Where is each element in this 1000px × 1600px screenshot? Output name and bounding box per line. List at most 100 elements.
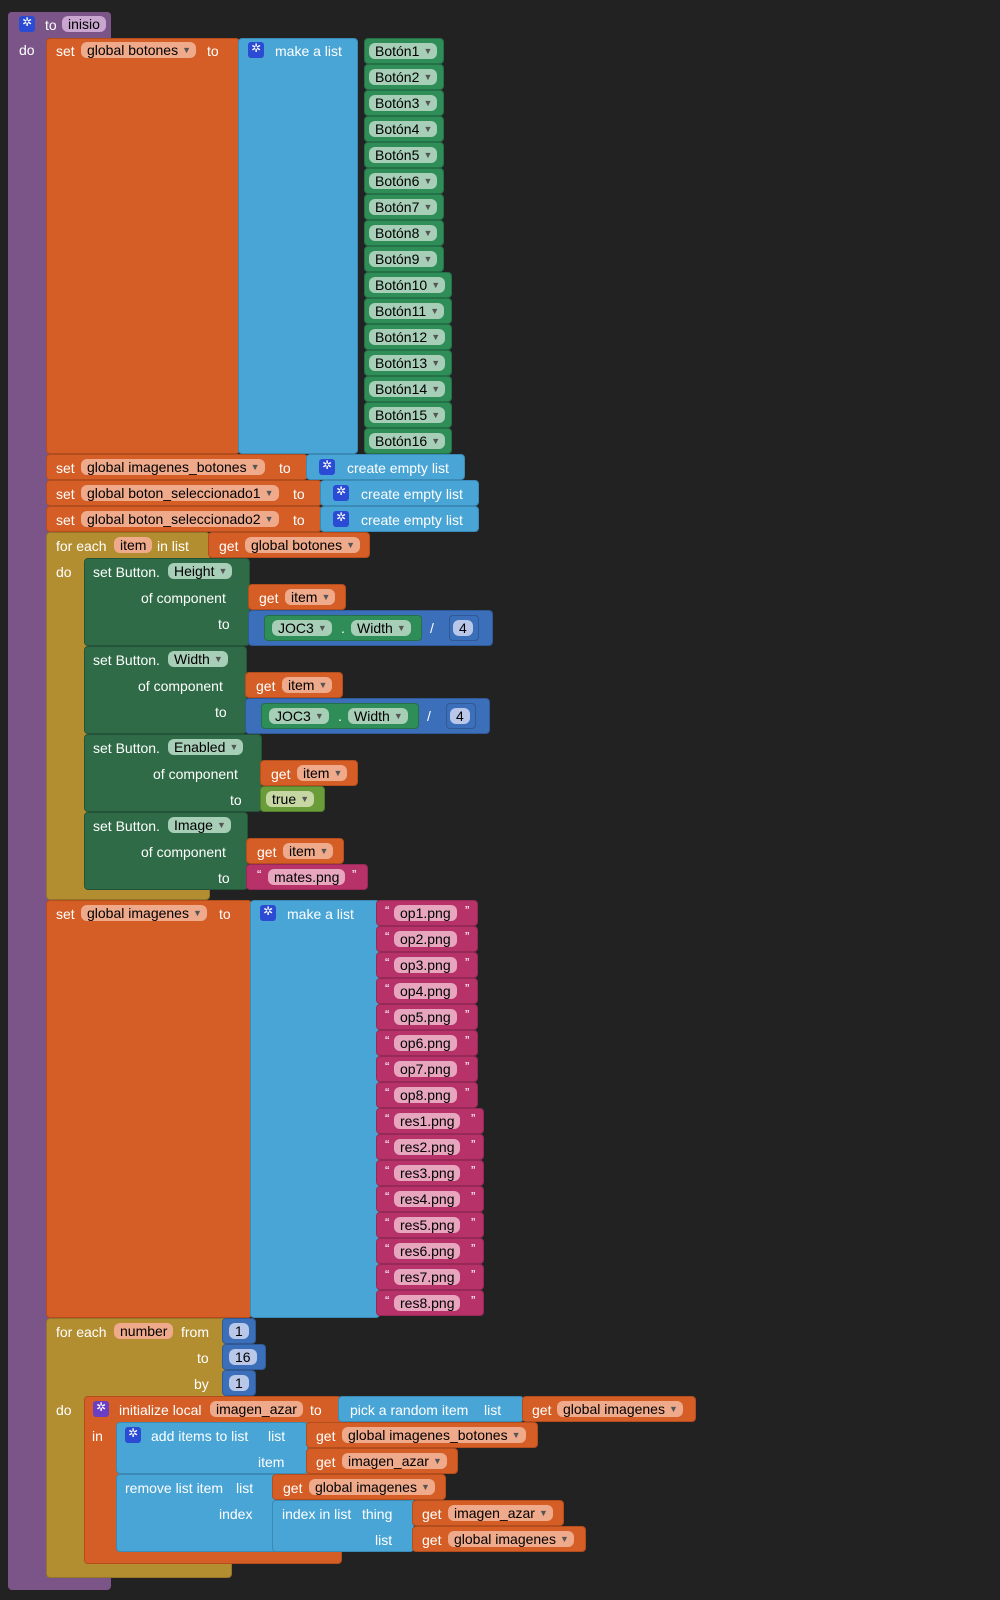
text-field[interactable]: op7.png (394, 1061, 457, 1077)
property-dropdown[interactable]: Image ▼ (168, 817, 231, 833)
dropdown-arrow-icon[interactable]: ▼ (431, 436, 441, 446)
mutator-gear-icon[interactable] (248, 41, 264, 58)
text-field[interactable]: op1.png (394, 905, 457, 921)
property-dropdown[interactable]: Enabled ▼ (168, 739, 244, 755)
variable-dropdown[interactable]: global imagenes ▼ (81, 905, 207, 921)
button-component-dropdown[interactable]: Botón7 ▼ (369, 199, 438, 215)
gear-icon[interactable] (333, 510, 349, 527)
dropdown-arrow-icon[interactable]: ▼ (217, 820, 226, 830)
button-component-dropdown[interactable]: Botón10 ▼ (369, 277, 446, 293)
dropdown-arrow-icon[interactable]: ▼ (511, 1430, 521, 1440)
variable-dropdown[interactable]: global imagenes_botones ▼ (81, 459, 265, 475)
dropdown-arrow-icon[interactable]: ▼ (346, 540, 356, 550)
text-field[interactable]: op2.png (394, 931, 457, 947)
get-variable-dropdown[interactable]: global imagenes ▼ (448, 1531, 574, 1547)
component-dropdown[interactable]: JOC3 ▼ (272, 620, 332, 636)
dropdown-arrow-icon[interactable]: ▼ (423, 228, 433, 238)
button-component-dropdown[interactable]: Botón2 ▼ (369, 69, 438, 85)
dropdown-arrow-icon[interactable]: ▼ (431, 384, 441, 394)
get-variable-dropdown[interactable]: imagen_azar ▼ (342, 1453, 447, 1469)
gear-icon[interactable] (125, 1426, 141, 1443)
gear-icon[interactable] (319, 458, 335, 475)
add-items-to-list-block[interactable] (116, 1422, 308, 1474)
dropdown-arrow-icon[interactable]: ▼ (421, 1482, 430, 1492)
local-variable-field[interactable]: imagen_azar (210, 1401, 303, 1417)
text-field[interactable]: op5.png (394, 1009, 457, 1025)
text-field[interactable]: mates.png (268, 869, 346, 885)
set-global-botones-block[interactable] (46, 38, 240, 454)
text-field[interactable]: op4.png (394, 983, 457, 999)
dropdown-arrow-icon[interactable]: ▼ (314, 711, 324, 721)
variable-dropdown[interactable]: global botones ▼ (81, 42, 197, 58)
gear-icon[interactable] (333, 484, 349, 501)
button-component-dropdown[interactable]: Botón9 ▼ (369, 251, 438, 267)
by-number-field[interactable]: 1 (229, 1375, 249, 1391)
button-component-dropdown[interactable]: Botón11 ▼ (369, 303, 445, 319)
dropdown-arrow-icon[interactable]: ▼ (433, 1456, 442, 1466)
button-component-dropdown[interactable]: Botón1 ▼ (369, 43, 438, 59)
dropdown-arrow-icon[interactable]: ▼ (423, 254, 433, 264)
button-component-dropdown[interactable]: Botón3 ▼ (369, 95, 438, 111)
dropdown-arrow-icon[interactable]: ▼ (430, 306, 440, 316)
component-property-dropdown[interactable]: Width ▼ (351, 620, 411, 636)
dropdown-arrow-icon[interactable]: ▼ (431, 280, 441, 290)
dropdown-arrow-icon[interactable]: ▼ (560, 1534, 569, 1544)
index-in-list-block[interactable] (272, 1500, 414, 1552)
get-variable-dropdown[interactable]: item ▼ (283, 843, 334, 859)
dropdown-arrow-icon[interactable]: ▼ (264, 488, 274, 498)
button-component-dropdown[interactable]: Botón15 ▼ (369, 407, 446, 423)
dropdown-arrow-icon[interactable]: ▼ (213, 654, 223, 664)
text-field[interactable]: op3.png (394, 957, 457, 973)
button-component-dropdown[interactable]: Botón13 ▼ (369, 355, 446, 371)
number-field[interactable]: 4 (453, 620, 473, 636)
mutator-gear-icon[interactable] (260, 904, 276, 921)
dropdown-arrow-icon[interactable]: ▼ (229, 742, 239, 752)
loop-variable-field[interactable]: number (114, 1323, 174, 1339)
text-field[interactable]: res6.png (394, 1243, 461, 1259)
component-property-dropdown[interactable]: Width ▼ (348, 708, 408, 724)
dropdown-arrow-icon[interactable]: ▼ (193, 908, 202, 918)
get-variable-dropdown[interactable]: global imagenes ▼ (309, 1479, 435, 1495)
text-field[interactable]: res2.png (394, 1139, 461, 1155)
dropdown-arrow-icon[interactable]: ▼ (218, 566, 228, 576)
dropdown-arrow-icon[interactable]: ▼ (250, 462, 260, 472)
text-string-block[interactable] (376, 1030, 478, 1056)
dropdown-arrow-icon[interactable]: ▼ (423, 124, 433, 134)
dropdown-arrow-icon[interactable]: ▼ (669, 1404, 678, 1414)
procedure-name-field[interactable]: inisio (62, 16, 106, 32)
make-a-list-block[interactable] (238, 38, 358, 454)
button-component-dropdown[interactable]: Botón12 ▼ (369, 329, 446, 345)
get-variable-dropdown[interactable]: item ▼ (285, 589, 336, 605)
make-a-list-block[interactable] (250, 900, 380, 1318)
number-field[interactable]: 4 (450, 708, 470, 724)
dropdown-arrow-icon[interactable]: ▼ (319, 846, 329, 856)
variable-dropdown[interactable]: global boton_seleccionado2 ▼ (81, 511, 279, 527)
dropdown-arrow-icon[interactable]: ▼ (333, 768, 343, 778)
dropdown-arrow-icon[interactable]: ▼ (423, 176, 433, 186)
loop-variable-field[interactable]: item (114, 537, 153, 553)
pick-random-item-block[interactable] (338, 1396, 524, 1422)
to-number-field[interactable]: 16 (229, 1349, 257, 1365)
get-variable-dropdown[interactable]: global imagenes ▼ (557, 1401, 683, 1417)
button-component-dropdown[interactable]: Botón14 ▼ (369, 381, 446, 397)
get-variable-dropdown[interactable]: item ▼ (297, 765, 348, 781)
button-component-dropdown[interactable]: Botón16 ▼ (369, 433, 446, 449)
get-variable-dropdown[interactable]: global botones ▼ (245, 537, 361, 553)
text-field[interactable]: res3.png (394, 1165, 461, 1181)
get-variable-dropdown[interactable]: imagen_azar ▼ (448, 1505, 553, 1521)
get-variable-dropdown[interactable]: global imagenes_botones ▼ (342, 1427, 526, 1443)
dropdown-arrow-icon[interactable]: ▼ (423, 150, 433, 160)
gear-icon[interactable] (93, 1400, 109, 1417)
button-component-dropdown[interactable]: Botón8 ▼ (369, 225, 438, 241)
property-dropdown[interactable]: Width ▼ (168, 651, 228, 667)
button-component-dropdown[interactable]: Botón4 ▼ (369, 121, 438, 137)
dropdown-arrow-icon[interactable]: ▼ (431, 358, 441, 368)
variable-dropdown[interactable]: global boton_seleccionado1 ▼ (81, 485, 279, 501)
dropdown-arrow-icon[interactable]: ▼ (393, 711, 403, 721)
set-global-imagenes-block[interactable] (46, 900, 252, 1318)
from-number-field[interactable]: 1 (229, 1323, 249, 1339)
text-field[interactable]: res5.png (394, 1217, 461, 1233)
dropdown-arrow-icon[interactable]: ▼ (318, 680, 328, 690)
dropdown-arrow-icon[interactable]: ▼ (539, 1508, 548, 1518)
property-dropdown[interactable]: Height ▼ (168, 563, 233, 579)
